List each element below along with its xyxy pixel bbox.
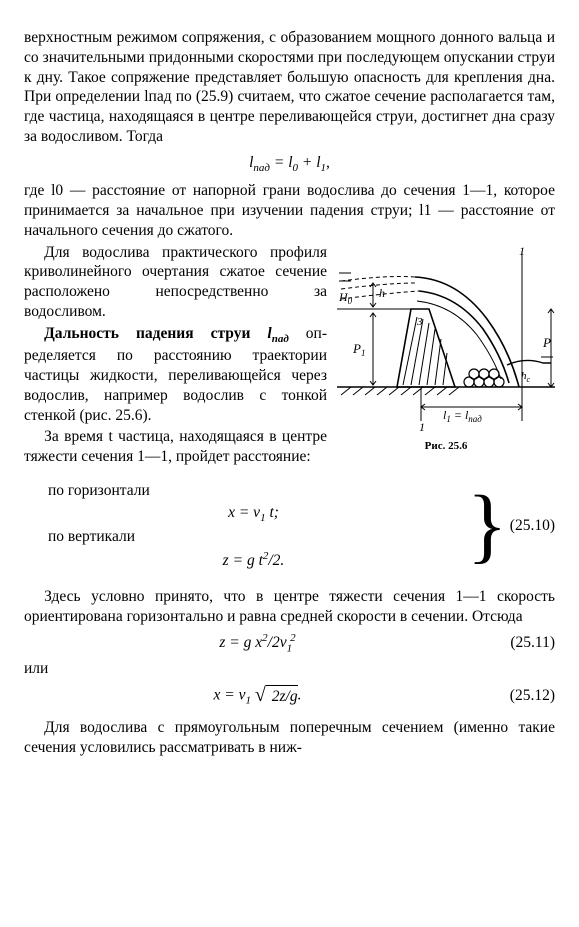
text: верхностным режимом сопряжения, с образо… (24, 29, 555, 145)
figure-label-P1: P1 (352, 341, 365, 358)
equation-25-12: x = v1 √ 2z/g. (25.12) (24, 683, 555, 709)
equation-25-11: z = g x2/2v12 (25.11) (24, 631, 555, 655)
right-brace-icon: } (467, 487, 491, 565)
body-paragraph: где l0 — расстояние от напорной грани во… (24, 181, 555, 240)
figure-label-1-bot: 1 (419, 420, 425, 434)
ili: или (24, 659, 555, 679)
brace-line: по вертикали (48, 527, 459, 547)
text: За время t частица, находящая­ся в центр… (24, 428, 327, 465)
figure-label-P: P (542, 335, 551, 350)
text: Здесь условно принято, что в центре тяже… (24, 588, 555, 625)
figure-label-l1: l1 = lпад (443, 408, 482, 424)
text: Для водослива практического профиля крив… (24, 244, 327, 320)
figure-label-3: 3 (416, 316, 423, 328)
eq3-post: . (298, 686, 302, 703)
figure-label-h: h (379, 286, 385, 300)
bold-lead: Дальность падения струи (44, 325, 267, 342)
brace-line: по горизонтали (48, 481, 459, 501)
weir-diagram-svg: 3 H0 h P1 (337, 245, 555, 437)
text: Для водослива с прямоугольным поперечным… (24, 719, 555, 756)
equation-number: (25.12) (491, 686, 555, 706)
body-paragraph: Для водослива с прямоугольным поперечным… (24, 718, 555, 758)
figure-label-H0: H0 (338, 290, 353, 306)
text: где l0 — расстояние от напорной грани во… (24, 182, 555, 239)
body-paragraph: верхностным режимом сопряжения, с образо… (24, 28, 555, 147)
equation-number: (25.11) (491, 633, 555, 653)
figure-label-1-top: 1 (519, 245, 525, 258)
figure-caption: Рис. 25.6 (337, 439, 555, 453)
body-paragraph: Здесь условно принято, что в центре тяже… (24, 587, 555, 627)
equation-number: (25.10) (491, 516, 555, 536)
equation-lpad: lпад = l0 + l1, (24, 153, 555, 175)
figure-25-6: 3 H0 h P1 (337, 245, 555, 453)
equation-25-10: по горизонтали x = v1 t; по вертикали z … (24, 479, 555, 573)
